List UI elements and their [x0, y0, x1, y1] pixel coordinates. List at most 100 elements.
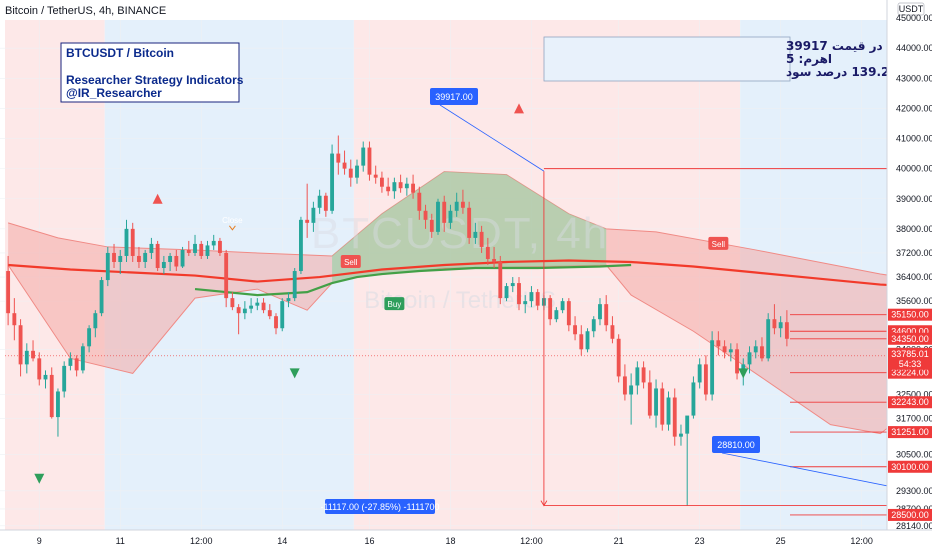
level-tag-text-5: 32243.00 — [891, 397, 929, 407]
candle-35 — [224, 249, 229, 308]
candle-body-29 — [186, 249, 191, 253]
candle-body-38 — [242, 308, 247, 314]
level-tag-text-4: 33224.00 — [891, 368, 929, 378]
candle-body-111 — [697, 364, 702, 383]
candle-81 — [510, 277, 515, 293]
measure-label-text: -11117.00 (-27.85%) -1111700 — [320, 502, 439, 512]
y-tick-label-9: 36400.00 — [896, 272, 932, 282]
candle-39 — [249, 298, 254, 314]
candle-112 — [703, 355, 708, 401]
candle-45 — [286, 292, 291, 308]
signal-badge-text-2: Sell — [712, 240, 726, 249]
candle-110 — [691, 376, 696, 419]
symbol-title[interactable]: Bitcoin / TetherUS, 4h, BINANCE — [5, 5, 166, 17]
candle-63 — [398, 174, 403, 193]
price-axis-background — [887, 0, 932, 550]
price-axis[interactable]: USDT — [886, 0, 932, 550]
time-axis[interactable]: 9 11 12:00 14 16 18 12:00 21 23 25 12:00 — [0, 529, 932, 550]
candle-body-16 — [105, 252, 110, 281]
candle-73 — [460, 189, 465, 214]
candle-1 — [12, 298, 17, 341]
candle-106 — [666, 391, 671, 431]
ema-fast-line — [194, 263, 632, 297]
candle-body-103 — [647, 382, 652, 416]
candle-body-58 — [367, 147, 372, 175]
current-price-tag — [888, 347, 932, 370]
candle-body-73 — [460, 201, 465, 208]
signal-badge-text-1: Buy — [387, 300, 401, 309]
candle-28 — [180, 246, 185, 269]
candle-body-26 — [168, 255, 173, 262]
candle-body-43 — [274, 316, 278, 329]
y-tick-label-15: 29300.00 — [896, 486, 932, 496]
watermark-symbol: BTCUSDT, 4h — [311, 209, 609, 258]
currency-badge[interactable] — [897, 2, 925, 16]
candle-58 — [367, 141, 372, 181]
candle-body-57 — [361, 147, 366, 166]
candle-94 — [591, 316, 596, 338]
candle-body-18 — [118, 255, 123, 262]
candle-21 — [137, 246, 141, 269]
candle-body-28 — [180, 249, 185, 267]
candle-body-15 — [99, 280, 104, 314]
time-axis-background — [0, 530, 932, 550]
candle-101 — [635, 361, 640, 395]
candle-body-77 — [485, 246, 490, 259]
candle-body-95 — [598, 304, 602, 320]
info-line-4: @IR_Researcher — [66, 86, 162, 100]
candle-64 — [404, 177, 409, 196]
candle-body-21 — [137, 255, 141, 262]
signal-line-2: اهرم: 5 — [786, 52, 832, 67]
candle-124 — [778, 316, 783, 338]
candle-111 — [697, 358, 702, 389]
candle-96 — [604, 295, 609, 332]
level-tag-text-2: 34600.00 — [891, 326, 929, 336]
candle-31 — [199, 240, 204, 259]
candle-34 — [218, 237, 222, 256]
candle-body-52 — [330, 153, 335, 211]
callout-box-0 — [430, 88, 478, 105]
candle-body-110 — [691, 382, 696, 416]
level-tag-text-7: 30100.00 — [891, 462, 929, 472]
candle-77 — [485, 237, 490, 265]
candle-body-114 — [716, 340, 721, 347]
candle-54 — [342, 150, 347, 175]
candle-90 — [566, 298, 571, 332]
ema-lines — [8, 259, 932, 297]
candle-body-105 — [660, 388, 665, 425]
candle-body-123 — [772, 319, 777, 329]
candle-body-107 — [672, 397, 677, 437]
candle-body-71 — [448, 210, 453, 223]
candle-87 — [548, 295, 553, 326]
candle-38 — [242, 301, 247, 320]
candle-6 — [43, 370, 48, 389]
callout-leader-1 — [721, 452, 932, 496]
candle-body-44 — [280, 301, 285, 329]
candle-body-119 — [747, 352, 752, 365]
price-axis-labels: 45000.00 44000.00 43000.00 42000.00 41000.00… — [888, 13, 932, 531]
x-tick-label-3: 14 — [277, 536, 287, 546]
y-tick-label-8: 37200.00 — [896, 248, 932, 258]
candle-78 — [492, 246, 496, 269]
header-bar — [0, 0, 932, 20]
candle-body-84 — [529, 292, 534, 302]
candle-75 — [473, 222, 478, 244]
candle-116 — [728, 343, 733, 362]
current-price-countdown: 54:33 — [899, 359, 922, 369]
signal-arrow-up-0 — [152, 193, 163, 204]
candle-body-8 — [56, 391, 60, 418]
candle-body-25 — [161, 261, 166, 269]
y-tick-label-16: 28700.00 — [896, 504, 932, 514]
candle-36 — [230, 292, 235, 311]
candle-body-51 — [323, 195, 328, 211]
candle-115 — [722, 340, 727, 359]
candle-body-112 — [703, 364, 708, 395]
candle-52 — [330, 144, 335, 214]
candle-body-68 — [429, 219, 434, 232]
x-tick-label-6: 12:00 — [520, 536, 543, 546]
candle-40 — [255, 298, 260, 311]
candle-85 — [535, 289, 540, 311]
candle-body-94 — [591, 319, 596, 332]
level-tag-7 — [888, 460, 932, 473]
